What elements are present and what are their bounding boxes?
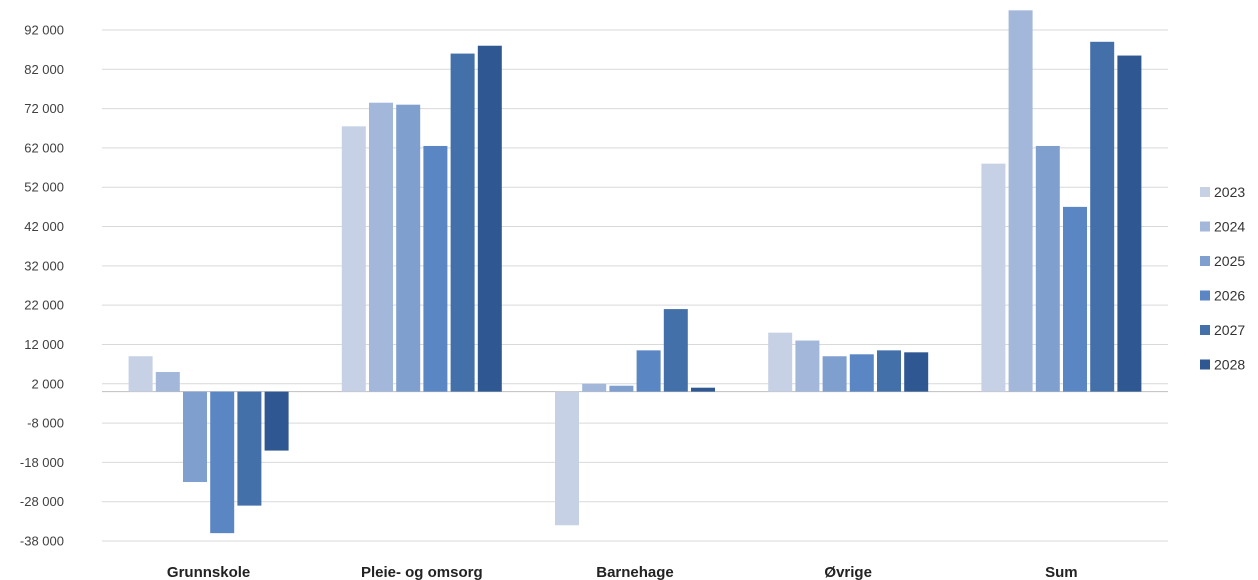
- bar-2025-3: [822, 356, 847, 392]
- x-category-label: Sum: [1045, 564, 1078, 580]
- bar-2028-1: [477, 45, 502, 392]
- y-tick-label: -18 000: [20, 455, 64, 470]
- legend-label: 2024: [1214, 219, 1245, 235]
- bar-2027-4: [1090, 41, 1115, 392]
- legend-swatch: [1200, 325, 1210, 335]
- legend: 2023 2024 2025 2026 2027 2028: [1200, 184, 1245, 373]
- x-category-label: Barnehage: [596, 564, 674, 580]
- grid-layer: [102, 29, 1168, 542]
- legend-swatch: [1200, 256, 1210, 266]
- bar-2024-3: [795, 340, 820, 392]
- y-tick-label: 52 000: [24, 180, 64, 195]
- legend-label: 2028: [1214, 357, 1245, 373]
- y-tick-label: 42 000: [24, 219, 64, 234]
- bar-2027-1: [450, 53, 475, 392]
- y-tick-label: 32 000: [24, 258, 64, 273]
- bar-2026-0: [210, 391, 235, 534]
- bar-2026-1: [423, 145, 448, 392]
- bar-2028-0: [264, 391, 289, 451]
- bar-2025-2: [609, 385, 634, 392]
- bar-2023-4: [981, 163, 1006, 392]
- x-category-label: Grunnskole: [167, 564, 250, 580]
- x-category-label: Pleie- og omsorg: [361, 564, 483, 580]
- bar-2028-2: [691, 387, 715, 392]
- bar-2026-4: [1063, 206, 1087, 392]
- bar-2025-1: [396, 104, 421, 392]
- legend-swatch: [1200, 187, 1210, 197]
- y-tick-label: 12 000: [24, 337, 64, 352]
- y-tick-label: 62 000: [24, 140, 64, 155]
- legend-label: 2025: [1214, 253, 1245, 269]
- bar-2026-3: [849, 354, 874, 392]
- bar-2027-3: [877, 350, 901, 392]
- legend-label: 2027: [1214, 322, 1245, 338]
- bar-2026-2: [636, 350, 661, 392]
- bar-2024-1: [369, 102, 393, 392]
- legend-label: 2023: [1214, 184, 1245, 200]
- y-tick-label: -38 000: [20, 534, 64, 549]
- bar-2023-1: [341, 126, 366, 392]
- bar-2023-0: [128, 356, 153, 392]
- bars-layer: [128, 10, 1142, 534]
- bar-2024-2: [582, 383, 607, 392]
- y-tick-label: -8 000: [27, 416, 64, 431]
- bar-2024-4: [1008, 10, 1033, 392]
- bar-2025-4: [1035, 145, 1060, 392]
- bar-2027-0: [237, 391, 262, 506]
- bar-2024-0: [155, 371, 180, 392]
- bar-2028-4: [1117, 55, 1142, 392]
- y-tick-label: 2 000: [31, 376, 64, 391]
- legend-label: 2026: [1214, 288, 1245, 304]
- y-tick-label: -28 000: [20, 494, 64, 509]
- bar-2025-0: [183, 391, 207, 483]
- legend-swatch: [1200, 359, 1210, 370]
- axis-layer: 92 000 82 000 72 000 62 000 52 000 42 000 32 0…: [20, 23, 1078, 580]
- bar-2023-2: [555, 391, 579, 526]
- y-tick-label: 82 000: [24, 62, 64, 77]
- legend-swatch: [1200, 290, 1210, 301]
- y-tick-label: 22 000: [24, 298, 64, 313]
- bar-2027-2: [663, 309, 688, 392]
- bar-2023-3: [768, 332, 793, 392]
- x-category-label: Øvrige: [824, 564, 872, 580]
- y-tick-label: 92 000: [24, 23, 64, 38]
- bar-2028-3: [904, 352, 929, 392]
- legend-swatch: [1200, 221, 1210, 232]
- y-tick-label: 72 000: [24, 101, 64, 116]
